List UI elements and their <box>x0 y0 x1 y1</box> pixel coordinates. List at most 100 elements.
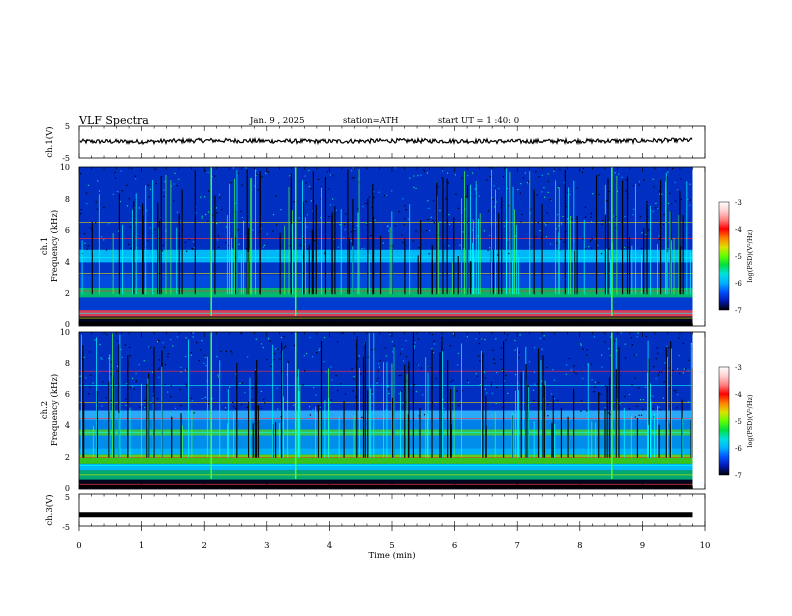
spectrogram-streak <box>281 342 283 458</box>
spectrogram-speckle <box>154 228 156 231</box>
spectrogram-speckle <box>475 373 477 375</box>
spectrogram-speckle <box>556 399 559 401</box>
time-axis: 0 1 2 3 4 5 6 7 8 9 10 Time (min) <box>76 526 710 561</box>
spectrogram-streak <box>254 370 256 458</box>
spectrogram-speckle <box>217 374 219 376</box>
x-tick-label-3: 3 <box>264 541 269 551</box>
spectrogram-speckle <box>490 175 492 178</box>
spectrogram-speckle <box>521 213 523 216</box>
spectrogram-streak <box>152 180 154 295</box>
spectrogram-speckle <box>477 235 479 237</box>
spectrogram-speckle <box>147 240 149 242</box>
spectrogram-speckle <box>207 220 209 222</box>
spectrogram-speckle <box>662 223 665 226</box>
spectrogram-speckle <box>584 206 587 208</box>
spectrogram-speckle <box>591 247 593 249</box>
spectrogram-speckle <box>659 409 662 411</box>
spectrogram-streak <box>317 404 320 458</box>
spectrogram-streak <box>515 224 517 295</box>
spectrogram-speckle <box>161 250 164 252</box>
spectrogram-speckle <box>193 247 195 249</box>
spec2-tick-8: 8 <box>65 359 70 368</box>
spectrogram-speckle <box>423 170 426 173</box>
spectrogram-streak <box>312 171 314 295</box>
spectrogram-speckle <box>239 252 241 254</box>
spectrogram-speckle <box>323 361 325 363</box>
spectrogram-streak <box>606 248 608 295</box>
spectrogram-speckle <box>426 172 428 174</box>
spectrogram-streak <box>290 173 292 295</box>
cb2-tick--5: -5 <box>735 418 742 426</box>
spectrogram-speckle <box>428 253 430 255</box>
date-label: Jan. 9 , 2025 <box>249 116 305 126</box>
spectrogram-speckle <box>124 344 126 346</box>
spectrogram-speckle <box>255 174 257 177</box>
spectrogram-speckle <box>230 182 232 184</box>
spectrogram-streak <box>623 407 625 458</box>
colorbar-ch1-bar <box>718 201 730 311</box>
spectrogram-speckle <box>456 390 458 392</box>
spectrogram-speckle <box>104 252 106 254</box>
spectrogram-streak <box>607 178 609 295</box>
spectrogram-speckle <box>145 209 148 212</box>
cb2-tick--6: -6 <box>735 445 742 453</box>
spectrogram-speckle <box>102 381 104 383</box>
spectrogram-speckle <box>120 348 122 351</box>
spectrogram-speckle <box>90 228 93 231</box>
spectrogram-speckle <box>176 184 178 187</box>
spectrogram-speckle <box>552 369 554 371</box>
spectrogram-speckle <box>655 202 657 205</box>
spectrogram-speckle <box>402 198 404 200</box>
spectrogram-speckle <box>89 351 91 353</box>
spectrogram-speckle <box>258 231 260 233</box>
spectrogram-speckle <box>357 208 359 210</box>
spectrogram-speckle <box>193 412 195 414</box>
spectrogram-speckle <box>261 407 263 410</box>
spectrogram-speckle <box>557 213 559 216</box>
spectrogram-streak <box>367 389 369 458</box>
spectrogram-speckle <box>225 409 227 411</box>
spectrogram-streak <box>133 200 135 295</box>
spectrogram-speckle <box>592 410 594 412</box>
spectrogram-speckle <box>354 229 356 232</box>
spectrogram-speckle <box>625 179 627 181</box>
spectrogram-streak <box>436 181 438 295</box>
spectrogram-speckle <box>559 249 561 251</box>
spectrogram-speckle <box>445 198 447 200</box>
spectrogram-speckle <box>204 356 206 358</box>
spectrogram-speckle <box>156 398 159 400</box>
spectrogram-speckle <box>657 352 659 354</box>
spectrogram-band <box>79 435 693 449</box>
spectrogram-speckle <box>582 238 584 240</box>
spectrogram-streak <box>122 224 123 295</box>
spectrogram-speckle <box>441 170 444 172</box>
spectrogram-speckle <box>328 216 330 218</box>
spectrogram-sferic <box>210 332 212 479</box>
ch3-tick-top: 5 <box>65 493 70 502</box>
spectrogram-speckle <box>606 250 608 252</box>
spectrogram-speckle <box>306 226 308 228</box>
spectrogram-streak <box>140 383 142 458</box>
cb2-tick--4: -4 <box>735 391 742 399</box>
spectrogram-speckle <box>638 184 640 186</box>
spectrogram-speckle <box>569 194 571 196</box>
spectrogram-speckle <box>155 168 157 171</box>
spectrogram-speckle <box>407 218 409 220</box>
spectrogram-speckle <box>100 357 102 359</box>
spectrogram-speckle <box>539 337 541 340</box>
spectrogram-speckle <box>231 352 233 355</box>
spectrogram-speckle <box>360 373 362 375</box>
spectrogram-speckle <box>283 346 286 349</box>
spectrogram-speckle <box>280 336 283 339</box>
spectrogram-speckle <box>417 338 420 340</box>
spectrogram-sferic <box>611 167 613 316</box>
spectrogram-speckle <box>687 198 689 201</box>
spectrogram-speckle <box>95 201 97 203</box>
spectrogram-speckle <box>114 177 117 179</box>
spectrogram-speckle <box>498 187 500 190</box>
spectrogram-speckle <box>487 210 490 212</box>
spectrogram-speckle <box>200 196 202 198</box>
spectrogram-speckle <box>454 174 457 176</box>
spectrogram-speckle <box>303 355 305 357</box>
spectrogram-speckle <box>591 238 593 240</box>
